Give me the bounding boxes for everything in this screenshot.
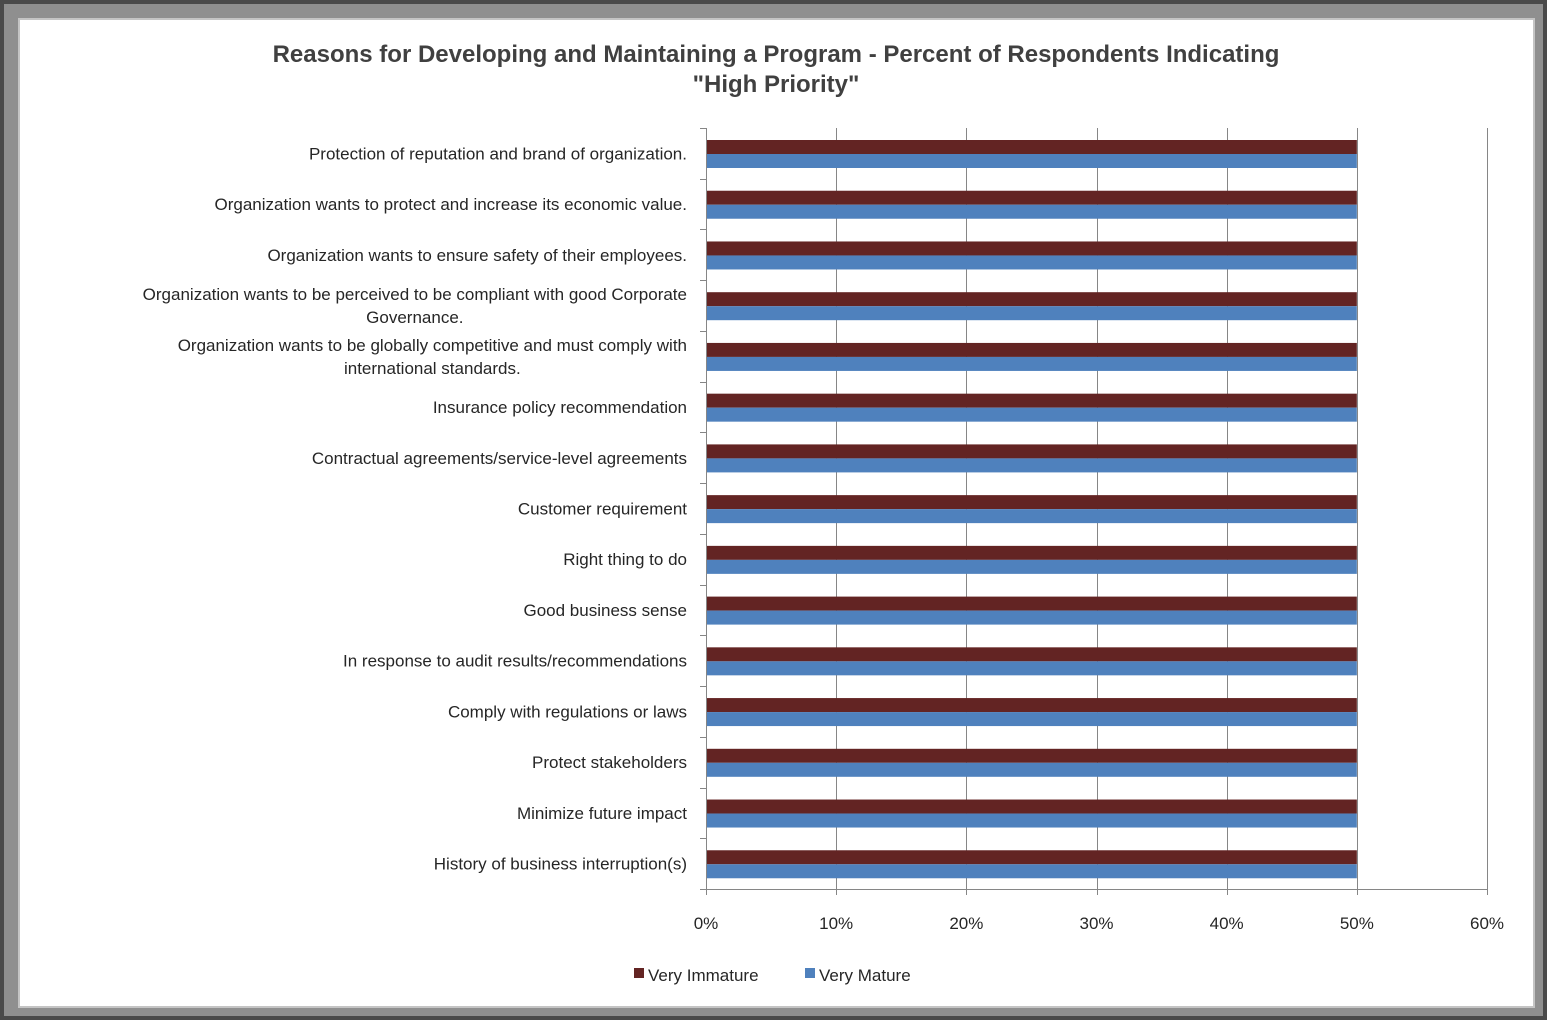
chart-title-line-1: Reasons for Developing and Maintaining a… (272, 41, 1280, 68)
axis-layer (700, 128, 1488, 895)
bar-very-mature (706, 864, 1357, 879)
category-label: Organization wants to be globally compet… (178, 336, 687, 355)
category-label: Customer requirement (518, 500, 687, 519)
bar-very-immature (706, 495, 1357, 510)
bar-very-immature (706, 292, 1357, 307)
bar-very-mature (706, 762, 1357, 777)
x-tick-label: 10% (819, 914, 853, 933)
bar-very-mature (706, 813, 1357, 828)
bar-very-mature (706, 509, 1357, 524)
category-label: Governance. (366, 308, 463, 327)
bar-very-mature (706, 306, 1357, 321)
bar-very-mature (706, 712, 1357, 727)
bar-very-immature (706, 748, 1357, 763)
bar-very-mature (706, 204, 1357, 219)
bar-very-mature (706, 610, 1357, 625)
bar-very-immature (706, 444, 1357, 459)
bar-very-immature (706, 850, 1357, 865)
category-label: Contractual agreements/service-level agr… (312, 449, 687, 468)
bar-very-immature (706, 596, 1357, 611)
category-label: Insurance policy recommendation (433, 398, 687, 417)
category-label: History of business interruption(s) (434, 855, 687, 874)
bar-very-mature (706, 559, 1357, 574)
legend: Very Immature Very Mature (634, 966, 911, 985)
category-label: international standards. (344, 359, 521, 378)
bar-very-mature (706, 356, 1357, 371)
bar-very-immature (706, 698, 1357, 713)
category-labels: Protection of reputation and brand of or… (143, 144, 688, 873)
chart-title: Reasons for Developing and Maintaining a… (0, 40, 1547, 100)
bar-very-mature (706, 661, 1357, 676)
chart-title-line-2: "High Priority" (692, 71, 860, 98)
category-label: In response to audit results/recommendat… (343, 652, 687, 671)
bar-very-mature (706, 407, 1357, 422)
x-tick-label: 0% (694, 914, 719, 933)
bar-very-immature (706, 140, 1357, 154)
category-label: Comply with regulations or laws (448, 702, 687, 721)
category-label: Organization wants to protect and increa… (215, 195, 687, 214)
legend-very-mature-swatch (805, 968, 815, 978)
bar-very-mature (706, 255, 1357, 270)
bar-very-immature (706, 799, 1357, 814)
bar-very-immature (706, 393, 1357, 408)
bar-very-mature (706, 458, 1357, 473)
category-label: Protect stakeholders (532, 753, 687, 772)
bar-very-immature (706, 241, 1357, 256)
bar-very-immature (706, 190, 1357, 205)
legend-very-immature-swatch (634, 968, 644, 978)
legend-very-immature-label: Very Immature (648, 966, 759, 985)
category-label: Organization wants to ensure safety of t… (267, 246, 687, 265)
x-tick-labels: 0% 10% 20% 30% 40% 50% 60% (694, 914, 1504, 933)
x-tick-label: 40% (1210, 914, 1244, 933)
x-tick-label: 60% (1470, 914, 1504, 933)
category-label: Good business sense (524, 601, 688, 620)
category-label: Minimize future impact (517, 804, 687, 823)
x-tick-label: 50% (1340, 914, 1374, 933)
x-tick-label: 30% (1079, 914, 1113, 933)
bar-very-immature (706, 647, 1357, 662)
bar-very-mature (706, 154, 1357, 168)
category-label: Protection of reputation and brand of or… (309, 144, 687, 163)
bar-very-immature (706, 342, 1357, 357)
category-label: Right thing to do (563, 550, 687, 569)
x-tick-label: 20% (949, 914, 983, 933)
category-label: Organization wants to be perceived to be… (143, 285, 687, 304)
bars-layer (706, 140, 1357, 879)
bar-very-immature (706, 545, 1357, 560)
legend-very-mature-label: Very Mature (819, 966, 911, 985)
